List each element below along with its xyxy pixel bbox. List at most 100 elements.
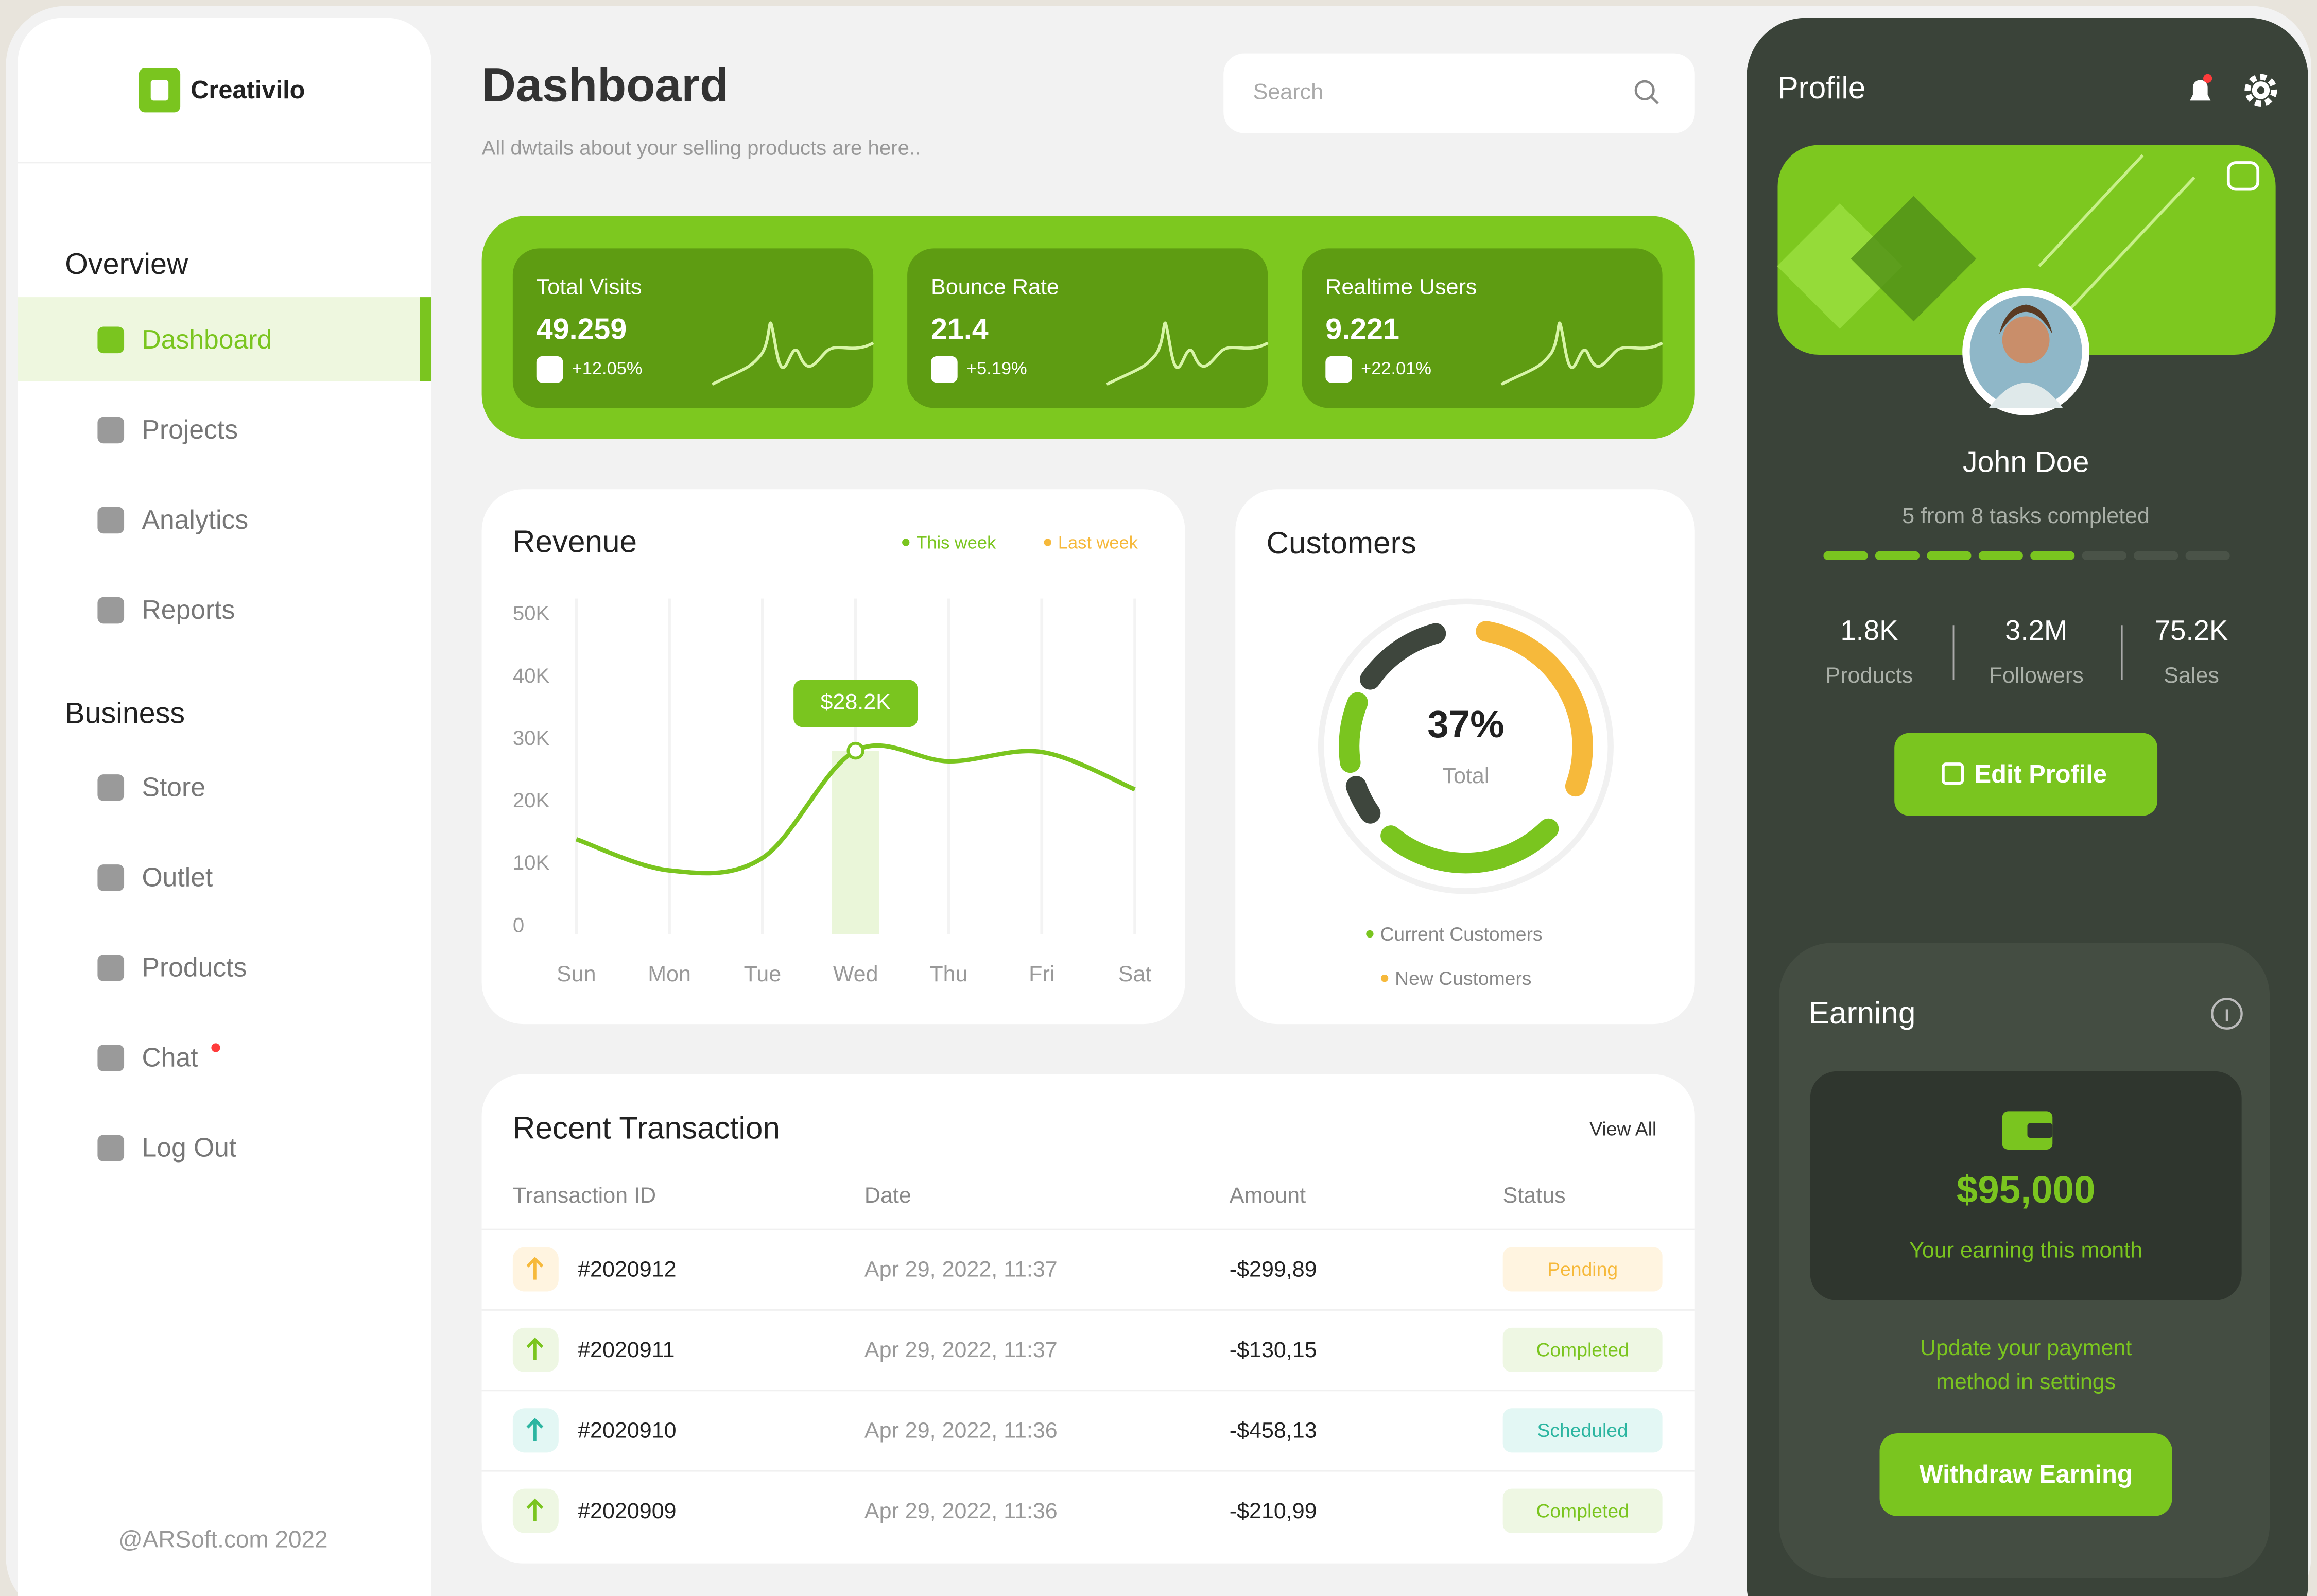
- nav-item[interactable]: Store: [142, 772, 205, 802]
- card-title: Customers: [1267, 525, 1416, 560]
- search-placeholder[interactable]: Search: [1253, 79, 1323, 104]
- nav-item[interactable]: Chat: [142, 1043, 198, 1072]
- button-label[interactable]: Edit Profile: [1975, 760, 2107, 788]
- status-label: Pending: [1547, 1258, 1618, 1280]
- withdraw-button[interactable]: [1879, 1433, 2172, 1516]
- profile-stat-value: 3.2M: [2005, 615, 2067, 646]
- profile-stat-label: Products: [1826, 663, 1913, 688]
- x-tick-label: Sat: [1118, 962, 1152, 986]
- bell-icon[interactable]: [2190, 80, 2211, 101]
- edit-profile-button[interactable]: [1894, 733, 2158, 816]
- nav-item[interactable]: Dashboard: [142, 324, 272, 354]
- tooltip-label: $28.2K: [820, 690, 891, 715]
- nav-icon: [97, 1045, 125, 1071]
- transaction-date: Apr 29, 2022, 11:37: [864, 1257, 1058, 1282]
- kpi-label: Total Visits: [537, 274, 642, 299]
- avatar-shirt: [1989, 383, 2063, 408]
- nav-item[interactable]: Projects: [142, 414, 238, 444]
- progress-segment: [2082, 551, 2126, 560]
- x-tick-label: Thu: [929, 962, 967, 986]
- y-tick-label: 10K: [513, 851, 550, 874]
- avatar-face: [2002, 316, 2050, 364]
- nav-item[interactable]: Reports: [142, 595, 235, 624]
- nav-section-title: Business: [65, 697, 185, 730]
- status-label: Completed: [1536, 1339, 1629, 1361]
- progress-segment: [1875, 551, 1920, 560]
- cover-decoration: [2038, 154, 2144, 267]
- x-tick-label: Fri: [1029, 962, 1054, 986]
- progress-segment: [1823, 551, 1868, 560]
- kpi-change-icon: [1325, 356, 1352, 383]
- avatar-hair: [1999, 304, 2053, 334]
- earning-amount: $95,000: [1957, 1168, 2096, 1211]
- search-icon: [1650, 95, 1659, 105]
- transaction-date: Apr 29, 2022, 11:36: [864, 1499, 1058, 1523]
- donut-segment: [1476, 621, 1593, 797]
- nav-item[interactable]: Outlet: [142, 862, 213, 892]
- settings-icon[interactable]: [2244, 74, 2277, 107]
- profile-stat-value: 75.2K: [2155, 615, 2228, 646]
- nav-icon: [97, 864, 125, 891]
- transaction-amount: -$299,89: [1230, 1257, 1317, 1282]
- search-icon: [1634, 80, 1655, 100]
- earning-note: Update your payment: [1920, 1335, 2132, 1360]
- nav-active-bar: [420, 297, 432, 381]
- y-tick-label: 40K: [513, 664, 550, 687]
- nav-item[interactable]: Log Out: [142, 1133, 237, 1163]
- kpi-sparkline: [1106, 321, 1269, 386]
- column-header: Amount: [1230, 1183, 1306, 1208]
- progress-segment: [2030, 551, 2075, 560]
- panel-title: Profile: [1777, 70, 1865, 105]
- legend-label: New Customers: [1395, 967, 1531, 989]
- kpi-label: Bounce Rate: [931, 274, 1059, 299]
- donut-chart: [1318, 598, 1614, 894]
- nav-icon: [97, 417, 125, 444]
- legend-label: Last week: [1058, 533, 1138, 552]
- column-header: Status: [1503, 1183, 1566, 1208]
- legend-label: Current Customers: [1380, 923, 1542, 945]
- progress-segment: [2185, 551, 2230, 560]
- page-subtitle: All dwtails about your selling products …: [482, 136, 921, 160]
- status-pill: [1502, 1488, 1663, 1533]
- arrow-icon: [526, 1257, 544, 1280]
- edit-icon: [1942, 762, 1964, 785]
- kpi-change: +12.05%: [572, 359, 643, 378]
- transaction-date: Apr 29, 2022, 11:37: [864, 1338, 1058, 1362]
- transaction-amount: -$130,15: [1230, 1338, 1317, 1362]
- kpi-value: 49.259: [537, 313, 627, 345]
- x-tick-label: Sun: [557, 962, 596, 986]
- card-title: Earning: [1809, 995, 1916, 1030]
- button-label[interactable]: Withdraw Earning: [1920, 1461, 2133, 1488]
- brand-logo-inner: [150, 80, 169, 101]
- status-label: Scheduled: [1537, 1419, 1628, 1441]
- transaction-amount: -$210,99: [1230, 1499, 1317, 1523]
- view-all-link[interactable]: View All: [1589, 1118, 1656, 1140]
- kpi-change-icon: [931, 356, 958, 383]
- transaction-id: #2020912: [578, 1257, 676, 1282]
- y-tick-label: 30K: [513, 726, 550, 750]
- search-box[interactable]: [1223, 53, 1695, 133]
- kpi-value: 21.4: [931, 313, 989, 345]
- y-tick-label: 50K: [513, 602, 550, 625]
- cover-decoration: [2067, 176, 2195, 311]
- donut-total-label: Total: [1442, 764, 1489, 788]
- arrow-icon: [526, 1498, 544, 1521]
- cover-decoration: [1777, 203, 1903, 329]
- x-tick-label: Tue: [744, 962, 782, 986]
- nav-item[interactable]: Analytics: [142, 505, 249, 534]
- nav-item[interactable]: Products: [142, 952, 247, 982]
- kpi-sparkline: [1500, 321, 1664, 386]
- transaction-id: #2020910: [578, 1418, 676, 1443]
- nav-active-bg: [18, 297, 432, 381]
- progress-segment: [2134, 551, 2178, 560]
- earning-box: [1810, 1071, 2242, 1300]
- sidebar-footer: @ARSoft.com 2022: [118, 1526, 327, 1553]
- wallet-icon: [2027, 1123, 2053, 1138]
- profile-stat-value: 1.8K: [1840, 615, 1898, 646]
- camera-icon[interactable]: [2226, 161, 2260, 191]
- profile-tasks: 5 from 8 tasks completed: [1902, 504, 2150, 528]
- info-icon[interactable]: [2211, 998, 2243, 1030]
- card-title: Recent Transaction: [513, 1111, 780, 1146]
- kpi-change: +5.19%: [966, 359, 1027, 378]
- x-tick-label: Mon: [648, 962, 691, 986]
